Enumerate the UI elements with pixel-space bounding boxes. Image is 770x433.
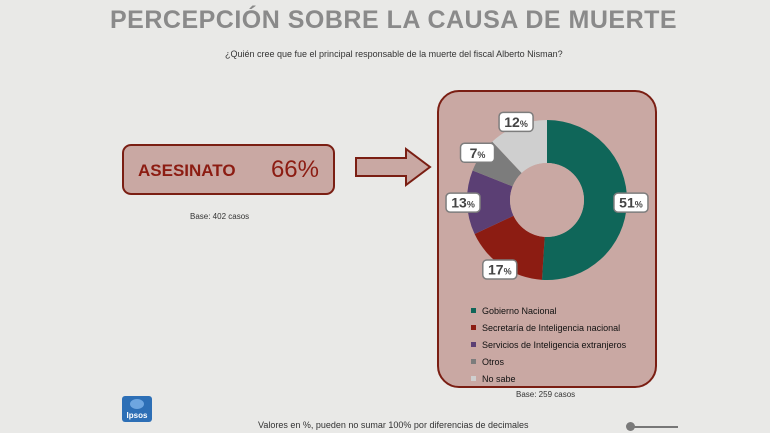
ipsos-logo: Ipsos bbox=[122, 396, 152, 422]
asesinato-label: ASESINATO bbox=[138, 161, 236, 180]
donut-hole bbox=[510, 163, 584, 237]
slice-gobierno-nacional bbox=[541, 120, 628, 280]
data-label-servicios-de-inteligencia-extranjeros: 13% bbox=[445, 192, 481, 213]
svg-text:12%: 12% bbox=[504, 114, 528, 130]
data-label-secretaria-de-inteligencia-nacional: 17% bbox=[482, 259, 518, 280]
base-right-note: Base: 259 casos bbox=[516, 390, 576, 399]
slider-track[interactable] bbox=[630, 426, 678, 428]
chart-legend: Gobierno Nacional Secretaría de Inteligen… bbox=[471, 302, 626, 387]
legend-item-no-sabe: No sabe bbox=[471, 370, 626, 387]
data-label-gobierno-nacional: 51% bbox=[613, 192, 649, 213]
ipsos-logo-mark bbox=[130, 399, 144, 409]
svg-text:13%: 13% bbox=[451, 195, 475, 211]
slice-no-sabe bbox=[492, 120, 547, 174]
legend-item-secretaria-de-inteligencia-nacional: Secretaría de Inteligencia nacional bbox=[471, 319, 626, 336]
svg-text:7%: 7% bbox=[470, 145, 486, 161]
legend-swatch bbox=[471, 359, 476, 364]
legend-label: No sabe bbox=[482, 373, 516, 384]
asesinato-value: 66% bbox=[270, 156, 319, 183]
asesinato-highlight-box: ASESINATO 66% bbox=[122, 144, 335, 195]
legend-item-otros: Otros bbox=[471, 353, 626, 370]
legend-swatch bbox=[471, 308, 476, 313]
footnote: Valores en %, pueden no sumar 100% por d… bbox=[258, 420, 529, 430]
slice-servicios-de-inteligencia-extranjeros bbox=[467, 170, 514, 235]
legend-swatch bbox=[471, 342, 476, 347]
chart-question: ¿Quién cree que fue el principal respons… bbox=[225, 49, 563, 59]
legend-label: Servicios de Inteligencia extranjeros bbox=[482, 339, 627, 350]
ipsos-logo-text: Ipsos bbox=[126, 411, 148, 420]
svg-text:17%: 17% bbox=[488, 261, 512, 277]
right-arrow-icon bbox=[355, 147, 432, 187]
legend-swatch bbox=[471, 376, 476, 381]
slider-handle[interactable] bbox=[626, 422, 635, 431]
legend-label: Otros bbox=[482, 356, 505, 367]
legend-item-servicios-de-inteligencia-extranjeros: Servicios de Inteligencia extranjeros bbox=[471, 336, 626, 353]
legend-label: Gobierno Nacional bbox=[482, 305, 557, 316]
donut-chart: 51% 17% 13% 7% 12% bbox=[445, 111, 649, 280]
legend-swatch bbox=[471, 325, 476, 330]
page-title: PERCEPCIÓN SOBRE LA CAUSA DE MUERTE bbox=[110, 6, 678, 34]
legend-label: Secretaría de Inteligencia nacional bbox=[482, 322, 621, 333]
legend-item-gobierno-nacional: Gobierno Nacional bbox=[471, 302, 626, 319]
data-label-otros: 7% bbox=[459, 142, 496, 164]
data-label-no-sabe: 12% bbox=[498, 111, 534, 133]
slice-secretaria-de-inteligencia-nacional bbox=[474, 215, 545, 280]
svg-text:51%: 51% bbox=[619, 195, 643, 211]
base-left-note: Base: 402 casos bbox=[190, 212, 250, 221]
